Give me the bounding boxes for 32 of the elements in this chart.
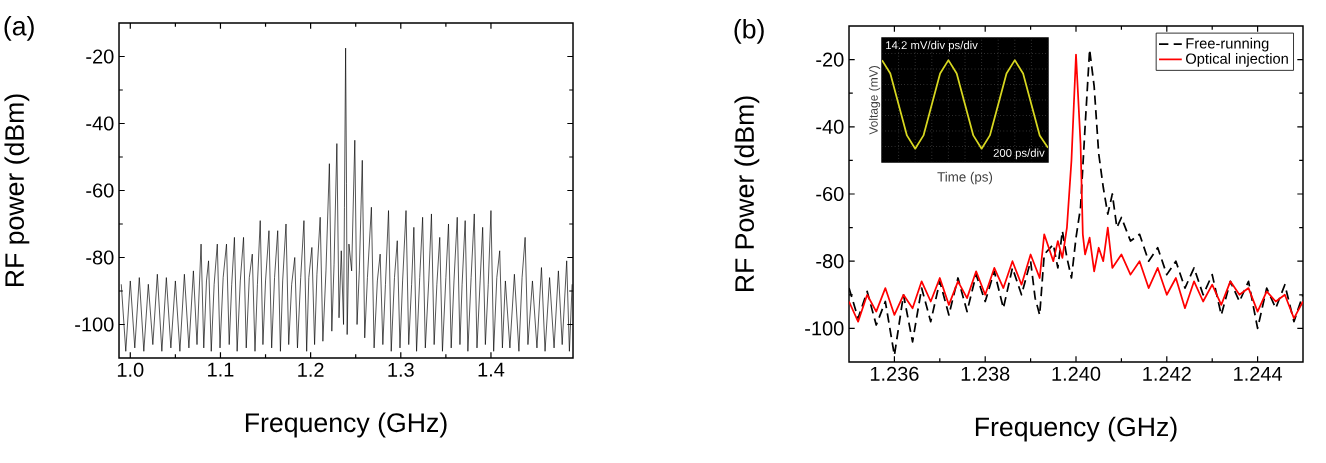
y-axis-title: RF power (dBm)	[4, 94, 30, 287]
annotation: 14.2 mV/div ps/div	[886, 40, 978, 52]
chart-title: (a)	[4, 15, 34, 41]
x-axis-title: Frequency (GHz)	[975, 416, 1177, 442]
y-tick-label: -60	[816, 186, 844, 202]
x-tick-label: 1.4	[478, 362, 505, 377]
annotation: 200 ps/div	[993, 148, 1045, 160]
x-axis-title: Time (ps)	[937, 171, 993, 185]
y-tick-label: -60	[86, 183, 114, 198]
x-axis-title: Frequency (GHz)	[245, 412, 447, 438]
x-tick-label: 1.1	[208, 362, 234, 377]
x-tick-label: 1.0	[117, 362, 144, 377]
y-tick-label: -100	[75, 317, 114, 332]
x-tick-label: 1.242	[1143, 366, 1191, 381]
y-tick-label: -20	[816, 52, 844, 67]
x-tick-label: 1.236	[870, 366, 919, 381]
x-tick-label: 1.244	[1234, 366, 1283, 381]
y-tick-label: -80	[816, 254, 844, 269]
y-tick-label: -40	[816, 119, 844, 134]
x-tick-label: 1.3	[388, 362, 414, 377]
x-tick-label: 1.240	[1052, 366, 1101, 381]
x-tick-label: 1.2	[298, 362, 324, 377]
x-tick-label: 1.238	[961, 366, 1010, 381]
legend-label: Optical injection	[1186, 53, 1288, 67]
y-tick-label: -80	[86, 250, 114, 265]
chart-title: (b)	[734, 19, 764, 44]
legend-label: Free-running	[1186, 37, 1269, 52]
y-tick-label: -20	[86, 49, 114, 64]
y-axis-title: RF Power (dBm)	[734, 96, 760, 292]
y-axis-title: Voltage (mV)	[868, 66, 881, 135]
y-tick-label: -100	[805, 321, 844, 336]
y-tick-label: -40	[86, 116, 114, 131]
